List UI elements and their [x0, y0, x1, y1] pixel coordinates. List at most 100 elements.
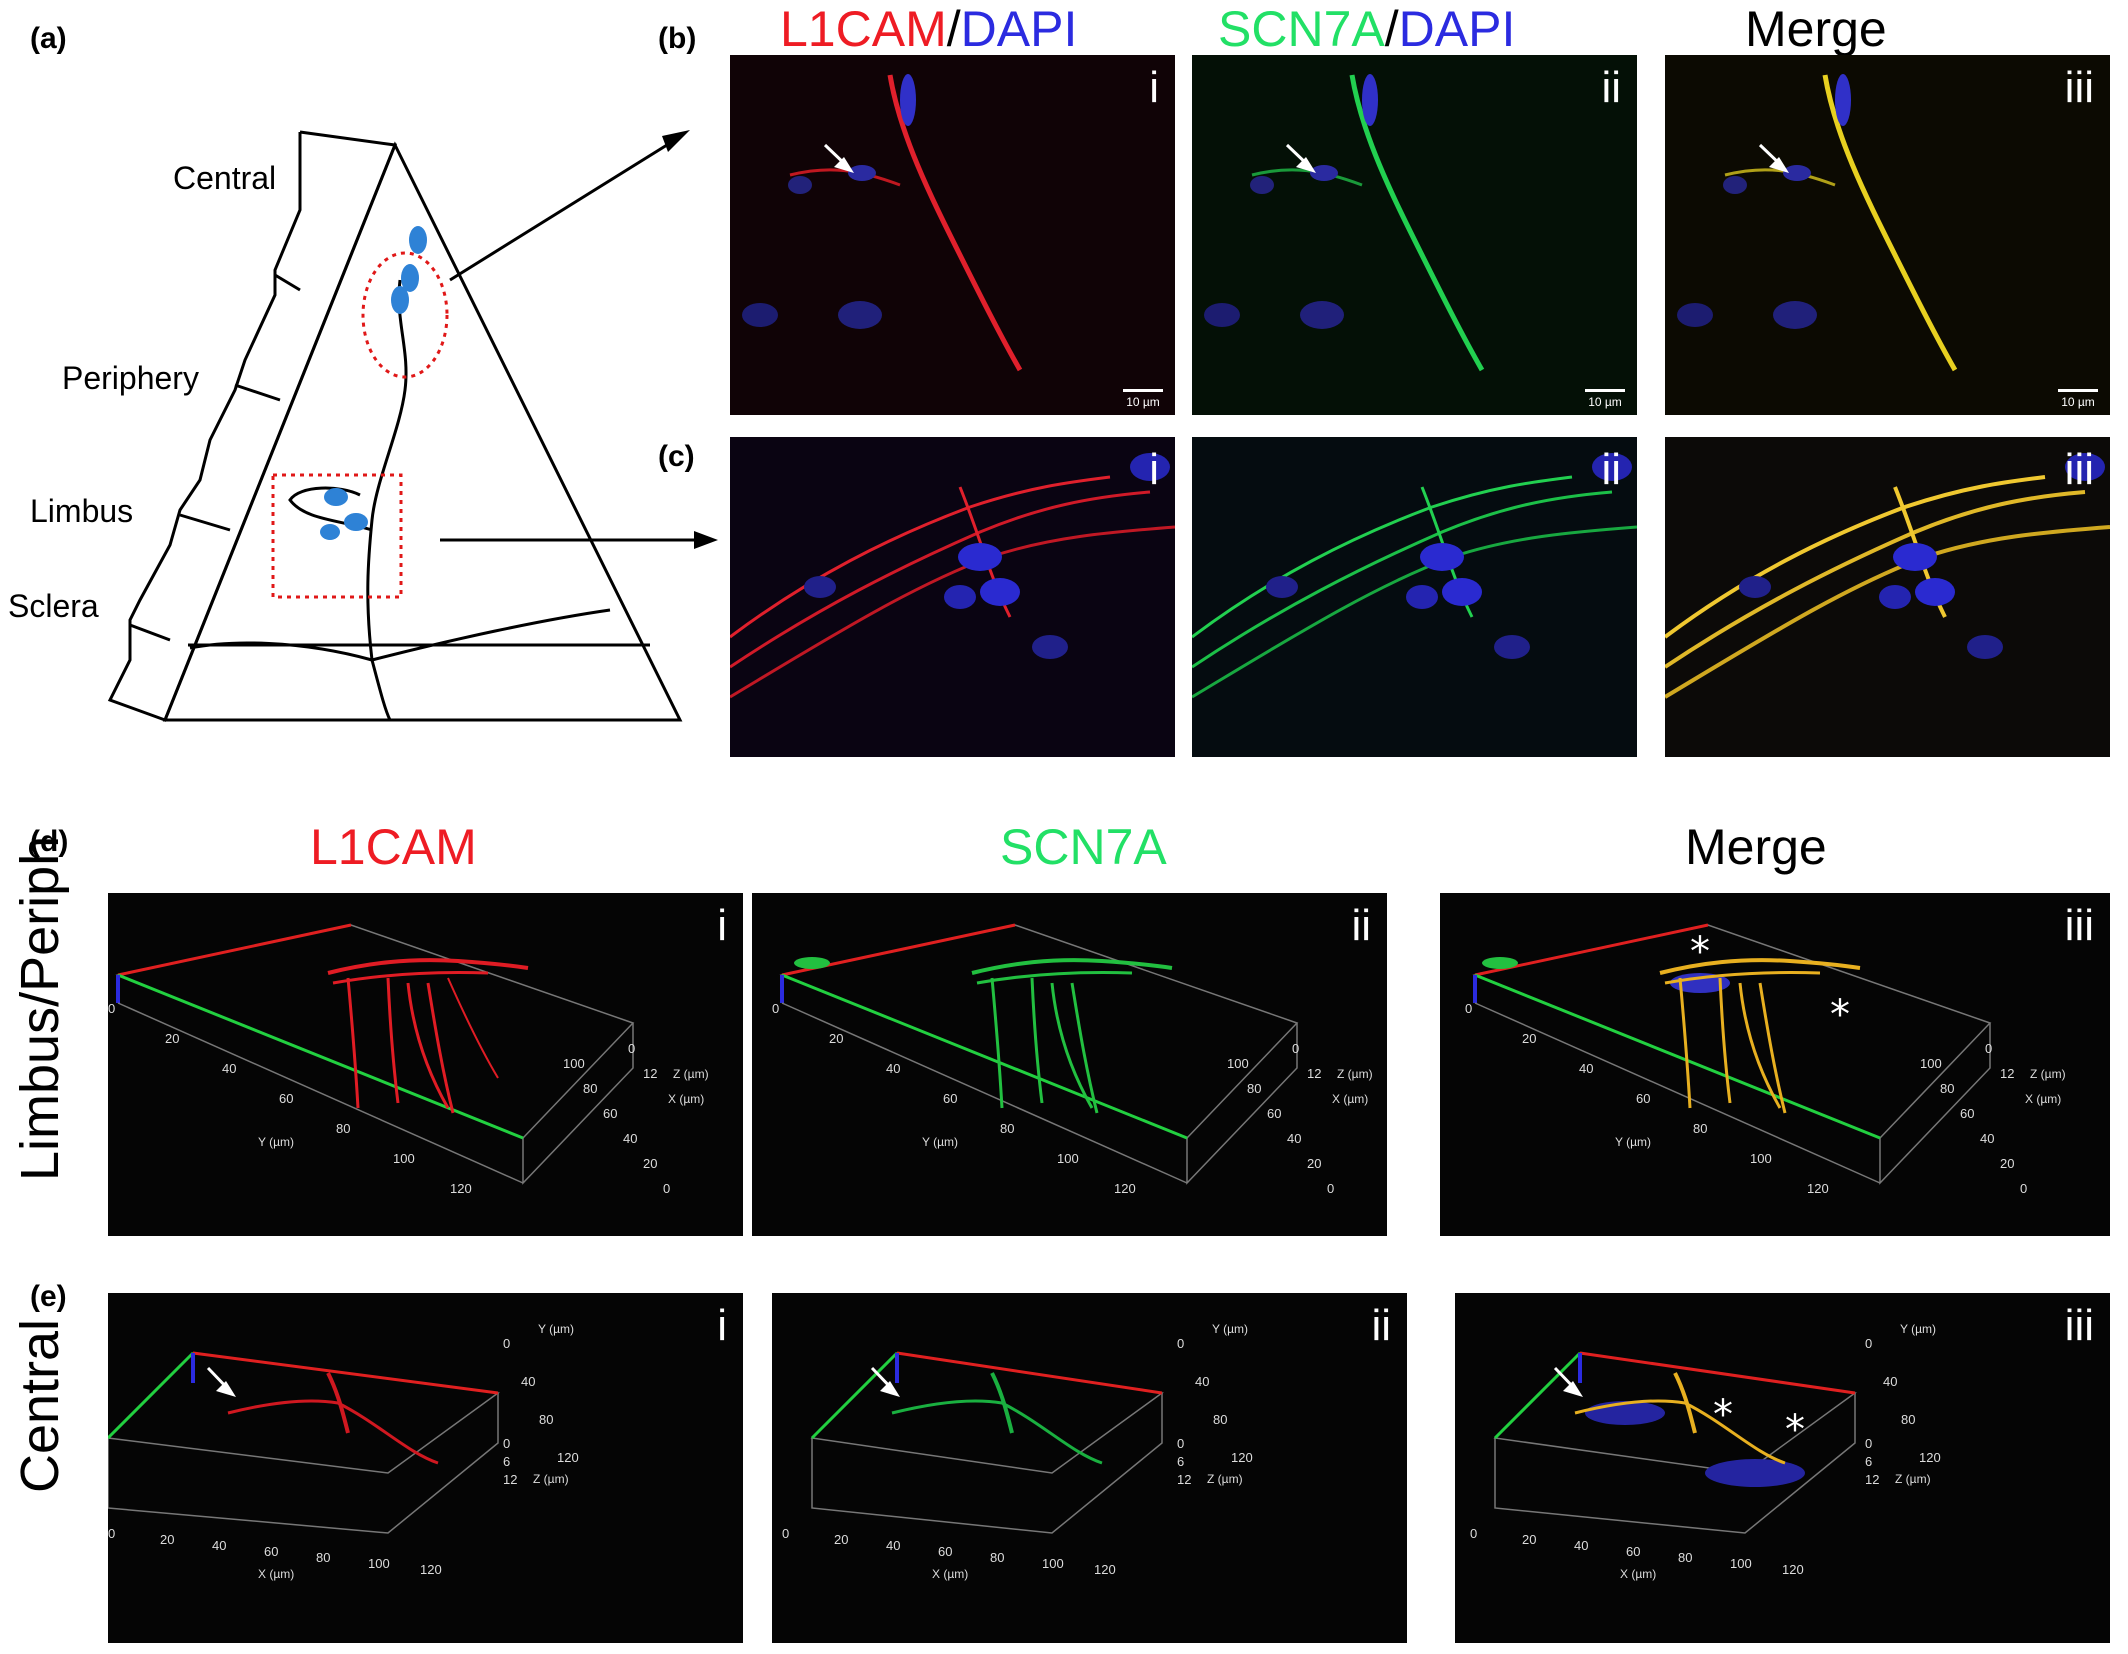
y-tick-label: 120 — [1919, 1450, 1941, 1465]
z-tick-label: 6 — [1865, 1454, 1872, 1469]
x-tick-label: 60 — [938, 1544, 952, 1559]
y-tick-label: 40 — [222, 1061, 236, 1076]
region-sclera: Sclera — [8, 588, 99, 624]
x-tick-label: 40 — [623, 1131, 637, 1146]
panel-c-i: i — [730, 437, 1175, 757]
y-tick-label: 120 — [1807, 1181, 1829, 1196]
numeral-d-iii: iii — [2064, 901, 2094, 950]
x-tick-label: 40 — [212, 1538, 226, 1553]
x-tick-label: 40 — [1980, 1131, 1994, 1146]
x-tick-label: 0 — [108, 1526, 115, 1541]
z-tick-label: 0 — [1292, 1041, 1299, 1056]
z-axis-label: Z (µm) — [1895, 1472, 1931, 1486]
region-limbus: Limbus — [30, 493, 134, 529]
x-tick-label: 80 — [1940, 1081, 1954, 1096]
y-tick-label: 0 — [108, 1001, 115, 1016]
x-tick-label: 60 — [1267, 1106, 1281, 1121]
x-tick-label: 0 — [1470, 1526, 1477, 1541]
x-tick-label: 80 — [316, 1550, 330, 1565]
x-tick-label: 100 — [563, 1056, 585, 1071]
numeral-b-ii: ii — [1601, 63, 1621, 112]
y-tick-label: 80 — [1693, 1121, 1707, 1136]
x-tick-label: 80 — [583, 1081, 597, 1096]
svg-text:*: * — [1830, 992, 1850, 1038]
x-tick-label: 20 — [834, 1532, 848, 1547]
y-tick-label: 60 — [279, 1091, 293, 1106]
region-periphery: Periphery — [62, 360, 199, 396]
y-tick-label: 100 — [1057, 1151, 1079, 1166]
numeral-d-i: i — [717, 901, 727, 950]
y-tick-label: 80 — [1901, 1412, 1915, 1427]
x-tick-label: 120 — [420, 1562, 442, 1577]
micrograph-c-ii — [1192, 453, 1637, 699]
x-axis-label: X (µm) — [932, 1567, 968, 1581]
numeral-c-ii: ii — [1601, 445, 1621, 494]
micrograph-b-ii — [1204, 74, 1485, 372]
title-merge-bottom: Merge — [1685, 819, 1827, 875]
y-tick-label: 40 — [1195, 1374, 1209, 1389]
x-tick-label: 60 — [1960, 1106, 1974, 1121]
z-tick-label: 12 — [1307, 1066, 1321, 1081]
panel-d-ii: 0 20 40 60 80 100 120 Y (µm) 0 20 40 60 80 100 X (µm) 0… — [752, 893, 1387, 1236]
x-tick-label: 80 — [990, 1550, 1004, 1565]
panel-e-ii: 0 20 40 60 80 100 120 X (µm) 0 40 80 120 Y (µm) 0 6 12 Z… — [772, 1293, 1407, 1643]
y-axis-label: Y (µm) — [1900, 1322, 1936, 1336]
x-axis-label: X (µm) — [2025, 1092, 2061, 1106]
y-axis-label: Y (µm) — [258, 1135, 294, 1149]
z-tick-label: 12 — [643, 1066, 657, 1081]
y-axis-label: Y (µm) — [922, 1135, 958, 1149]
x-tick-label: 100 — [1042, 1556, 1064, 1571]
title-l1cam: L1CAM — [310, 819, 477, 875]
micrograph-b-i — [742, 74, 1023, 372]
x-axis-label: X (µm) — [1620, 1567, 1656, 1581]
scale-bar-b-iii: 10 µm — [2058, 389, 2098, 409]
cornea-diagram: Central Periphery Limbus Sclera — [0, 100, 720, 740]
panel-b-i: i 10 µm — [730, 55, 1175, 415]
x-tick-label: 0 — [2020, 1181, 2027, 1196]
render-e-ii: 0 20 40 60 80 100 120 X (µm) 0 40 80 120 Y (µm) 0 6 12 Z… — [782, 1322, 1253, 1581]
x-tick-label: 20 — [1307, 1156, 1321, 1171]
numeral-b-i: i — [1149, 63, 1159, 112]
x-tick-label: 120 — [1094, 1562, 1116, 1577]
y-tick-label: 120 — [1231, 1450, 1253, 1465]
panel-e-iii: * * 0 20 40 60 80 100 120 X (µm) 0 40 80 120 Y (µm) 0… — [1455, 1293, 2110, 1643]
x-tick-label: 80 — [1247, 1081, 1261, 1096]
z-tick-label: 6 — [503, 1454, 510, 1469]
z-axis-label: Z (µm) — [1337, 1067, 1373, 1081]
x-tick-label: 100 — [368, 1556, 390, 1571]
row-label-limbus-periph: Limbus/Periph — [10, 835, 70, 1181]
numeral-c-iii: iii — [2064, 445, 2094, 494]
y-tick-label: 40 — [886, 1061, 900, 1076]
scale-bar-b-ii: 10 µm — [1585, 389, 1625, 409]
y-tick-label: 0 — [1465, 1001, 1472, 1016]
title-scn7a: SCN7A — [1000, 819, 1167, 875]
x-tick-label: 20 — [2000, 1156, 2014, 1171]
z-tick-label: 6 — [1177, 1454, 1184, 1469]
x-tick-label: 100 — [1920, 1056, 1942, 1071]
y-tick-label: 120 — [1114, 1181, 1136, 1196]
panel-e-i: 0 20 40 60 80 100 120 X (µm) 0 40 80 120 Y (µm) 0 6 12 Z… — [108, 1293, 743, 1643]
y-tick-label: 80 — [336, 1121, 350, 1136]
y-axis-label: Y (µm) — [1212, 1322, 1248, 1336]
numeral-d-ii: ii — [1351, 901, 1371, 950]
x-tick-label: 20 — [1522, 1532, 1536, 1547]
z-axis-label: Z (µm) — [533, 1472, 569, 1486]
y-axis-label: Y (µm) — [538, 1322, 574, 1336]
micrograph-b-iii — [1677, 74, 1958, 372]
x-tick-label: 60 — [1626, 1544, 1640, 1559]
x-tick-label: 120 — [1782, 1562, 1804, 1577]
x-tick-label: 100 — [1227, 1056, 1249, 1071]
x-tick-label: 0 — [663, 1181, 670, 1196]
numeral-c-i: i — [1149, 445, 1159, 494]
y-tick-label: 100 — [393, 1151, 415, 1166]
y-tick-label: 40 — [1883, 1374, 1897, 1389]
x-tick-label: 40 — [1287, 1131, 1301, 1146]
numeral-e-i: i — [717, 1301, 727, 1350]
z-tick-label: 0 — [503, 1436, 510, 1451]
svg-text:*: * — [1713, 1392, 1733, 1438]
region-central: Central — [173, 160, 277, 196]
numeral-e-ii: ii — [1371, 1301, 1391, 1350]
panel-label-b: (b) — [658, 22, 697, 55]
z-tick-label: 0 — [1985, 1041, 1992, 1056]
